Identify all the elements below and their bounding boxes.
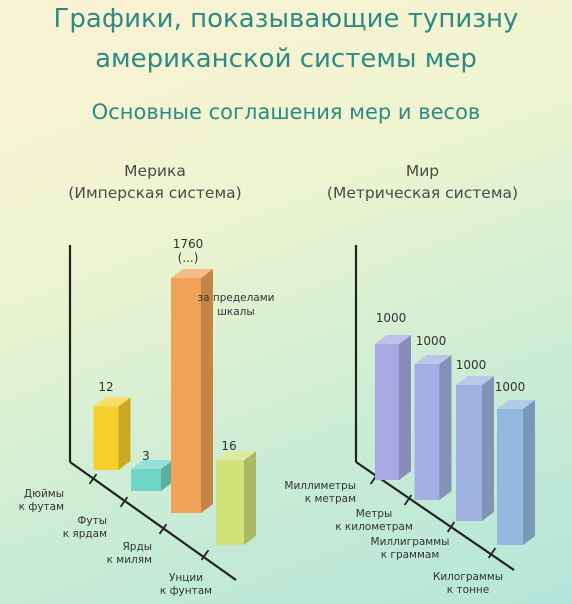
left-value-label-0: 12 [98, 380, 113, 394]
right-chart-title: Мир (Метрическая система) [305, 160, 540, 204]
left-chart-title-line2: (Имперская система) [68, 184, 242, 202]
left-category-label-3: Унции к фунтам [160, 572, 212, 597]
left-bar-0-side [118, 397, 131, 470]
right-chart-title-line2: (Метрическая система) [326, 184, 519, 202]
left-chart-title-line1: Мерика [124, 162, 186, 180]
right-bar-0-side [399, 335, 411, 480]
left-annotation: за пределами шкалы [198, 292, 275, 318]
left-bar-3-front [216, 460, 244, 545]
right-x-tick-1 [403, 494, 413, 506]
left-category-label-1: Футы к ярдам [63, 515, 107, 540]
right-value-label-3: 1000 [495, 380, 526, 394]
left-x-tick-2 [158, 523, 168, 535]
left-value-label-3: 16 [221, 439, 236, 453]
left-category-label-2: Ярды к милям [107, 541, 152, 566]
right-bar-1-side [439, 355, 452, 500]
right-value-label-1: 1000 [416, 334, 447, 348]
left-x-tick-1 [119, 496, 129, 508]
page-subtitle: Основные соглашения мер и весов [91, 100, 481, 124]
right-x-tick-3 [487, 547, 497, 559]
right-bar-0-top [375, 335, 411, 344]
left-bar-1-top [131, 460, 173, 469]
right-value-label-2: 1000 [456, 358, 487, 372]
right-bar-0-front [375, 344, 399, 480]
left-bar-0-top [93, 397, 131, 407]
left-x-axis [69, 461, 237, 581]
left-bar-3-top [216, 451, 256, 461]
right-bar-2-side [482, 376, 494, 521]
right-category-label-0: Миллиметры к метрам [284, 480, 356, 505]
right-category-label-2: Миллиграммы к граммам [371, 536, 450, 561]
left-value-label-1: 3 [142, 449, 150, 463]
left-category-label-0: Дюймы к футам [19, 488, 64, 513]
left-x-tick-0 [88, 473, 98, 485]
left-bar-2-top [171, 269, 213, 278]
right-bar-1-top [414, 355, 452, 364]
right-value-label-0: 1000 [376, 311, 407, 325]
right-bar-3-top [497, 400, 535, 409]
left-bar-3-side [244, 451, 256, 545]
page-title-line1: Графики, показывающие тупизну [53, 4, 519, 34]
page-title-line2: американской системы мер [95, 44, 477, 74]
left-bar-1-front [131, 469, 161, 491]
right-bar-3-side [523, 400, 535, 545]
left-bar-1-side [161, 460, 173, 491]
right-x-tick-2 [446, 521, 456, 533]
left-bar-2-front [171, 278, 201, 513]
right-bar-2-top [456, 376, 494, 385]
right-bar-3-front [497, 409, 523, 545]
right-chart-title-line1: Мир [405, 162, 440, 180]
right-bar-1-front [414, 364, 440, 500]
left-bar-2-side [201, 269, 213, 513]
right-bar-2-front [456, 385, 482, 521]
right-category-label-3: Килограммы к тонне [433, 571, 503, 596]
left-bar-0-front [93, 406, 119, 470]
left-x-tick-3 [200, 549, 210, 561]
left-value-label-2: 1760 (...) [173, 237, 204, 265]
right-category-label-1: Метры к километрам [335, 508, 413, 533]
left-chart-title: Мерика (Имперская система) [40, 160, 270, 204]
